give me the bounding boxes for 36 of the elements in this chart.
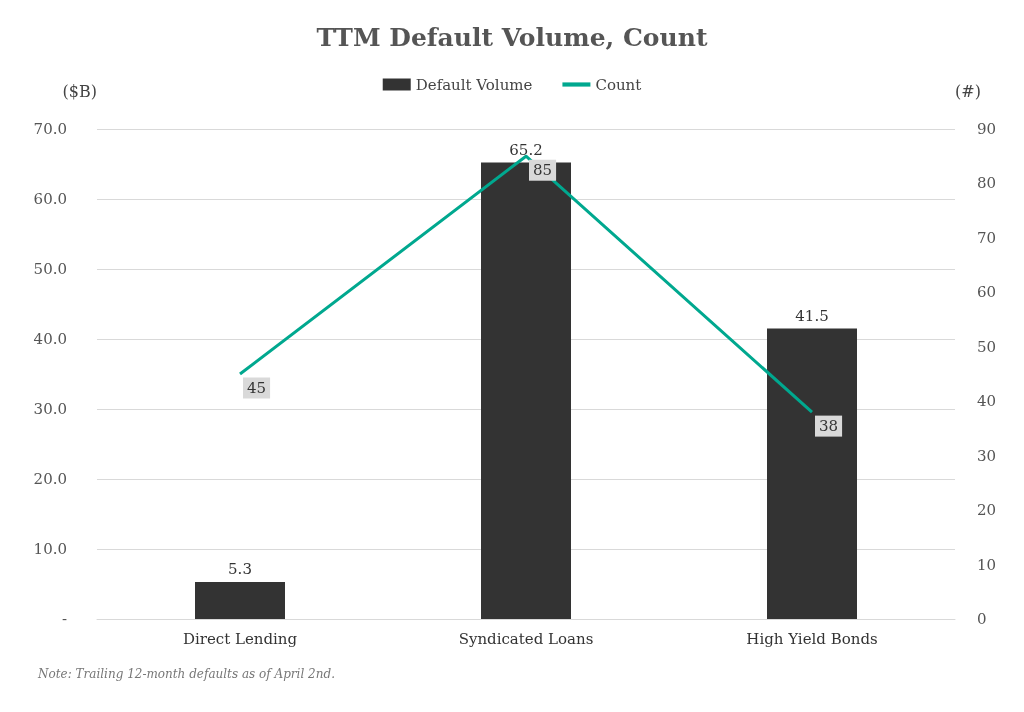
data-label: 85	[533, 161, 553, 180]
y2-tick-label: 10	[977, 555, 997, 574]
y-tick-label: 40.0	[33, 330, 67, 348]
bar	[767, 328, 857, 619]
y2-tick-label: 70	[977, 228, 997, 247]
x-tick-label: Direct Lending	[182, 629, 298, 648]
text: Note: Trailing 12-month defaults as of April 2nd.	[37, 667, 335, 681]
legend-label: Default Volume	[415, 75, 533, 94]
x-tick-label: High Yield Bonds	[746, 629, 878, 648]
data-label: 38	[819, 417, 839, 436]
bar	[195, 581, 285, 619]
y2-tick-label: 20	[977, 501, 997, 520]
y-tick-label: 20.0	[33, 470, 67, 488]
y2-tick-label: 40	[977, 392, 997, 411]
y-tick-label: 50.0	[33, 260, 67, 278]
y2-tick-label: 60	[977, 283, 997, 302]
y-tick-label: 70.0	[33, 120, 67, 138]
y-tick-label: -	[61, 610, 67, 628]
y2-tick-label: 50	[977, 337, 997, 356]
y2-tick-label: 90	[977, 120, 997, 138]
y2-tick-label: 80	[977, 174, 997, 193]
data-label: 45	[247, 379, 267, 397]
bar	[481, 162, 571, 619]
y2-tick-label: 0	[977, 610, 987, 628]
y-axis-title: ($B)	[62, 81, 97, 101]
y-tick-label: 30.0	[33, 400, 67, 418]
data-label: 5.3	[228, 560, 252, 579]
data-label: 65.2	[509, 141, 543, 160]
chart-title: TTM Default Volume, Count	[316, 23, 708, 52]
x-tick-label: Syndicated Loans	[458, 629, 594, 648]
legend-label: Count	[595, 75, 642, 94]
y-tick-label: 60.0	[33, 190, 67, 208]
data-label: 41.5	[795, 307, 829, 325]
y2-tick-label: 30	[977, 446, 997, 465]
y-tick-label: 10.0	[33, 540, 67, 558]
y2-axis-title: (#)	[955, 81, 981, 101]
